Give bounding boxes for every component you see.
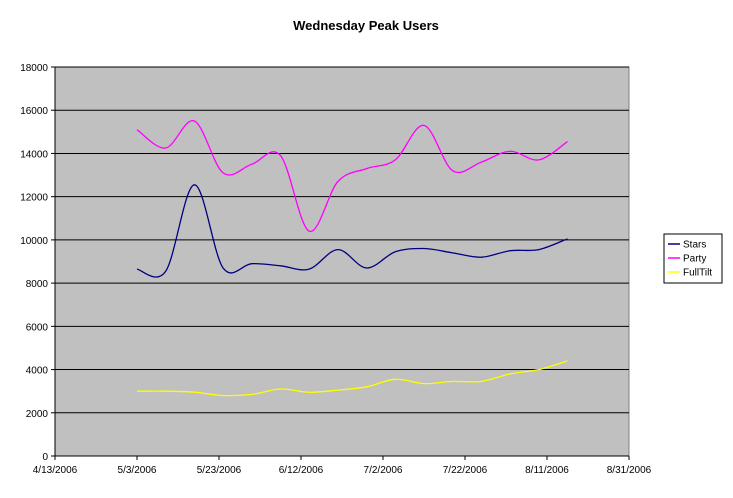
y-tick-label: 10000: [20, 236, 48, 247]
x-tick-label: 4/13/2006: [33, 465, 78, 476]
legend: Stars Party FullTilt: [663, 233, 723, 284]
y-tick-label: 4000: [26, 366, 49, 377]
x-tick-label: 6/12/2006: [279, 465, 324, 476]
x-tick-label: 5/23/2006: [197, 465, 242, 476]
y-tick-label: 14000: [20, 149, 48, 160]
x-tick-label: 8/31/2006: [607, 465, 652, 476]
series-line-stars: [136, 184, 568, 278]
x-tick-label: 8/11/2006: [525, 465, 569, 476]
y-tick-label: 18000: [20, 63, 48, 74]
axes: 0 2000 4000 6000 8000 10000 12000 14000 16000 180…: [20, 63, 651, 476]
y-tick-label: 12000: [20, 193, 48, 204]
plot-area: [54, 66, 630, 457]
x-tick-label: 7/22/2006: [443, 465, 488, 476]
grid-lines: [55, 66, 629, 414]
y-tick-label: 16000: [20, 106, 48, 117]
y-tick-label: 8000: [26, 279, 49, 290]
legend-label: Stars: [683, 240, 706, 251]
x-tick-label: 5/3/2006: [118, 465, 157, 476]
series-lines: [136, 120, 568, 397]
y-tick-label: 6000: [26, 322, 49, 333]
legend-label: FullTilt: [683, 268, 712, 279]
series-line-party: [136, 120, 568, 232]
x-tick-label: 7/2/2006: [364, 465, 403, 476]
legend-label: Party: [683, 254, 706, 265]
y-tick-label: 0: [42, 452, 48, 463]
chart-title: Wednesday Peak Users: [293, 18, 439, 33]
y-tick-label: 2000: [26, 409, 49, 420]
series-line-fulltilt: [136, 360, 568, 397]
